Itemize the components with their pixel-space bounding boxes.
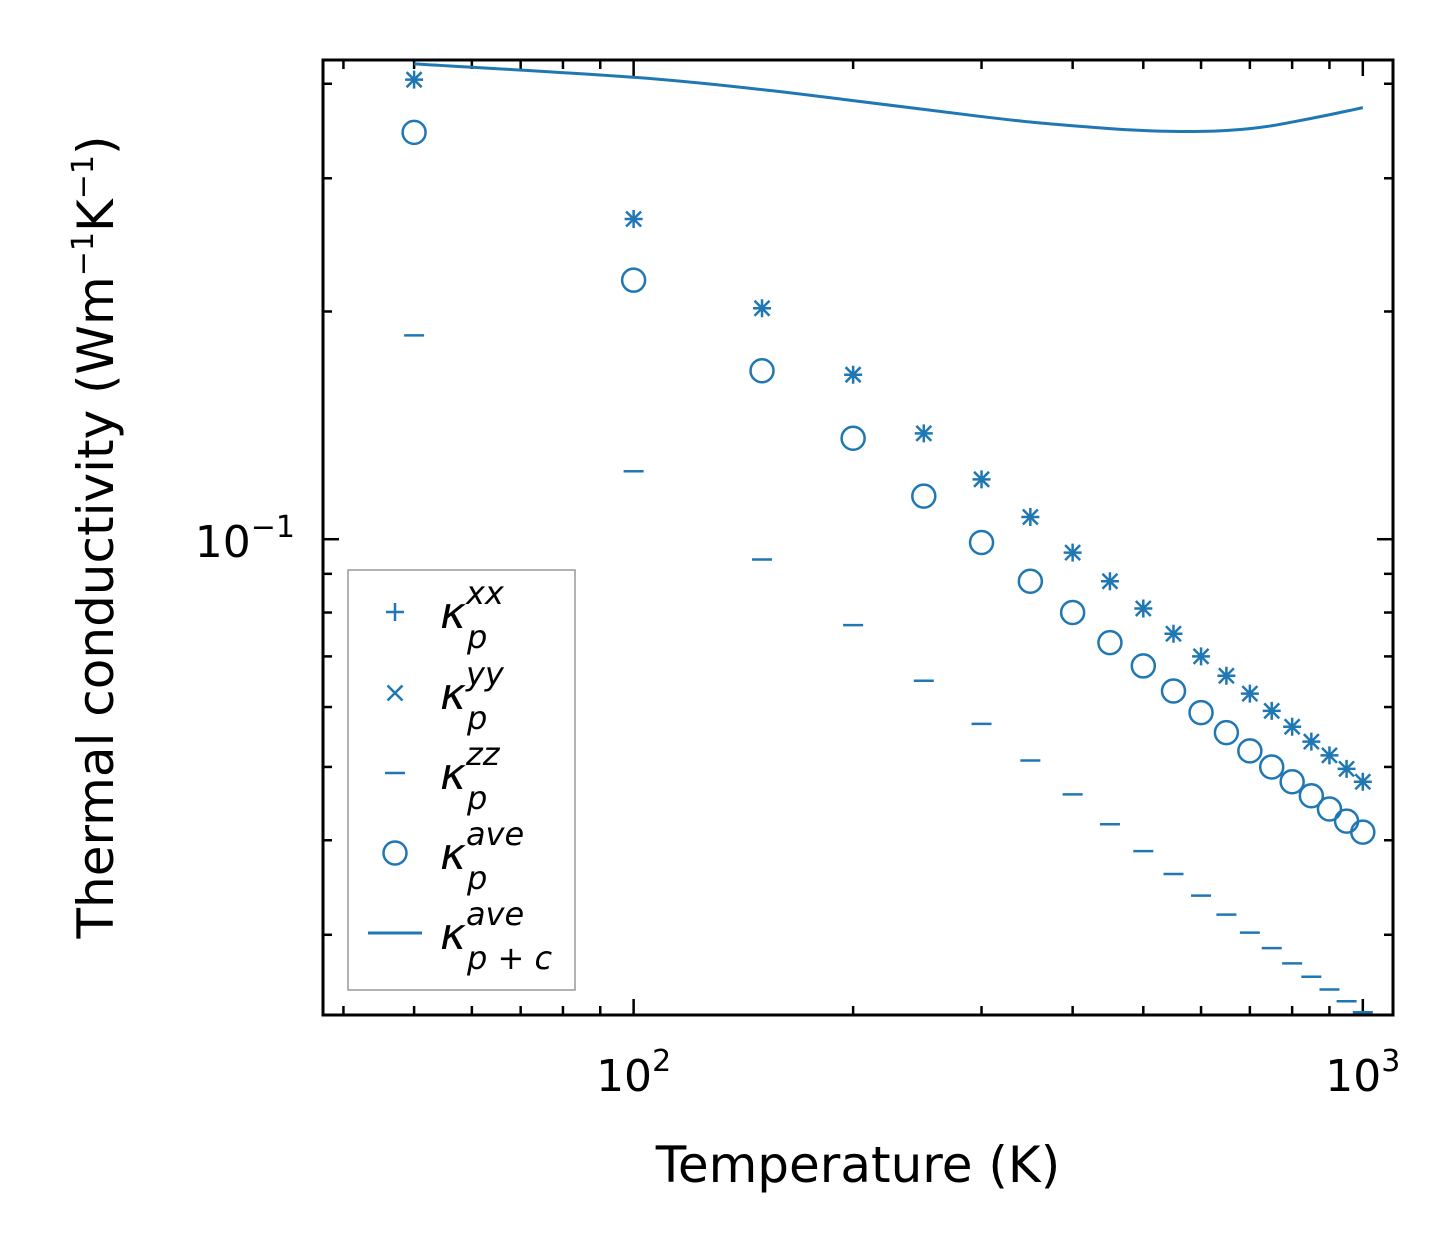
legend-entry-kappa_p_ave: κave p bbox=[382, 815, 524, 897]
series-kappa_p_zz bbox=[404, 334, 1373, 1014]
legend-box bbox=[347, 569, 576, 991]
point-kappa_p_yy bbox=[1021, 508, 1039, 526]
legend-label-kappa_p_ave: κave p bbox=[440, 815, 524, 897]
legend-label-sub: p + c bbox=[466, 939, 552, 977]
point-kappa_p_ave bbox=[1213, 719, 1240, 746]
point-kappa_p_ave bbox=[1279, 768, 1305, 795]
legend-label-sub: p bbox=[466, 859, 487, 897]
point-kappa_p_ave bbox=[1298, 783, 1325, 809]
point-kappa_p_yy bbox=[1338, 760, 1355, 778]
legend-label-sub: p bbox=[466, 618, 487, 656]
point-kappa_p_ave bbox=[1160, 678, 1187, 704]
point-kappa_p_yy bbox=[844, 366, 862, 384]
legend-label-base: κ bbox=[440, 749, 466, 800]
point-kappa_p_yy bbox=[1263, 702, 1281, 720]
point-kappa_p_yy bbox=[1218, 667, 1235, 685]
point-kappa_p_ave bbox=[1130, 653, 1157, 679]
point-kappa_p_yy bbox=[973, 470, 990, 488]
legend-entry-kappa_p_zz: κzz p bbox=[385, 735, 501, 817]
point-kappa_p_yy bbox=[753, 299, 771, 317]
point-kappa_p_yy bbox=[1354, 773, 1372, 791]
point-kappa_p_yy bbox=[1192, 648, 1210, 665]
series-kappa_p_ave bbox=[401, 119, 1376, 845]
point-kappa_p_ave bbox=[911, 483, 937, 509]
x-tick-label-exp: 3 bbox=[1381, 1044, 1400, 1079]
series-kappa_p_yy bbox=[405, 71, 1372, 791]
point-kappa_p_ave bbox=[1333, 808, 1360, 834]
legend-label-sup: ave bbox=[466, 815, 524, 853]
point-kappa_p_ave bbox=[1097, 629, 1123, 656]
point-kappa_p_ave bbox=[1017, 568, 1044, 594]
point-kappa_p_ave bbox=[749, 357, 775, 384]
legend-label-sup: ave bbox=[466, 895, 524, 933]
legend-marker-kappa_p_ave bbox=[382, 840, 408, 866]
plot-frame bbox=[321, 58, 1395, 1017]
legend-label-base: κ bbox=[440, 669, 466, 720]
legend-entry-kappa_p_xx: κxx p bbox=[386, 574, 505, 656]
x-axis-label: Temperature (K) bbox=[655, 1136, 1060, 1194]
point-kappa_p_ave bbox=[1316, 796, 1343, 822]
x-tick-label: 102 bbox=[596, 1044, 671, 1102]
y-tick-label-base: 10 bbox=[195, 517, 251, 568]
x-tick-label-base: 10 bbox=[596, 1051, 652, 1102]
legend-label-kappa_p_yy: κyy p bbox=[440, 655, 505, 737]
legend-label-sup: xx bbox=[465, 574, 505, 612]
legend-label-sub: p bbox=[466, 699, 487, 737]
point-kappa_p_ave bbox=[1188, 699, 1214, 726]
series-kappa_pc_ave bbox=[414, 62, 1364, 134]
point-kappa_p_yy bbox=[1134, 600, 1152, 617]
legend-label-kappa_p_xx: κxx p bbox=[440, 574, 505, 656]
legend-label-sup: yy bbox=[465, 655, 505, 693]
legend-label-sub: p bbox=[466, 779, 487, 817]
legend-label-base: κ bbox=[440, 588, 466, 639]
point-kappa_p_yy bbox=[1165, 625, 1182, 643]
x-tick-label: 103 bbox=[1325, 1044, 1400, 1102]
legend-entry-kappa_pc_ave: κave p + c bbox=[368, 895, 552, 977]
legend-marker-kappa_p_xx bbox=[386, 603, 404, 621]
point-kappa_p_yy bbox=[625, 210, 642, 228]
point-kappa_p_yy bbox=[1241, 685, 1259, 703]
point-kappa_p_yy bbox=[405, 71, 423, 89]
y-tick-label: 10−1 bbox=[195, 510, 295, 568]
y-axis-label: Thermal conductivity (Wm−1K−1) bbox=[66, 136, 125, 940]
legend-label-base: κ bbox=[440, 909, 466, 960]
x-tick-label-base: 10 bbox=[1325, 1051, 1381, 1102]
point-kappa_p_ave bbox=[1258, 754, 1285, 780]
point-kappa_p_yy bbox=[1302, 733, 1320, 751]
point-kappa_p_ave bbox=[1350, 819, 1376, 845]
point-kappa_p_yy bbox=[915, 425, 933, 442]
point-kappa_p_ave bbox=[968, 529, 995, 556]
y-tick-label-exp: −1 bbox=[251, 510, 295, 545]
data-series bbox=[401, 62, 1376, 1014]
line-kappa_pc_ave bbox=[414, 62, 1364, 134]
point-kappa_p_ave bbox=[840, 425, 866, 451]
point-kappa_p_ave bbox=[1237, 738, 1263, 764]
legend-entry-kappa_p_yy: κyy p bbox=[386, 655, 505, 737]
point-kappa_p_yy bbox=[1283, 718, 1301, 736]
x-tick-label-exp: 2 bbox=[652, 1044, 671, 1079]
legend-label-sup: zz bbox=[465, 735, 501, 773]
point-kappa_p_yy bbox=[1101, 572, 1119, 590]
legend-marker-kappa_p_yy bbox=[386, 684, 404, 702]
point-kappa_p_ave bbox=[1059, 599, 1086, 626]
point-kappa_p_ave bbox=[620, 267, 647, 293]
point-kappa_p_ave bbox=[401, 119, 427, 146]
legend-label-kappa_p_zz: κzz p bbox=[440, 735, 501, 817]
legend-label-kappa_pc_ave: κave p + c bbox=[440, 895, 552, 977]
point-kappa_p_yy bbox=[1321, 746, 1338, 764]
point-kappa_p_yy bbox=[1064, 544, 1082, 562]
legend-label-base: κ bbox=[440, 829, 466, 880]
